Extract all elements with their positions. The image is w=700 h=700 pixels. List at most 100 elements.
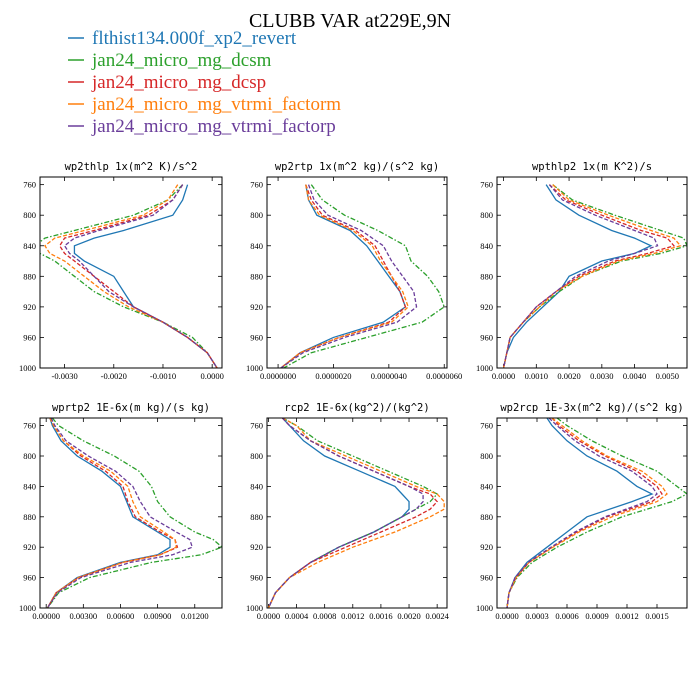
series-line-2 — [506, 418, 687, 608]
x-tick-label: 0.0010 — [525, 371, 548, 381]
y-tick-label: 800 — [23, 210, 36, 220]
x-tick-label: 0.0000 — [495, 611, 518, 621]
x-tick-label: 0.0015 — [645, 611, 668, 621]
y-tick-label: 880 — [250, 271, 263, 281]
x-tick-label: 0.00300 — [70, 611, 98, 621]
x-tick-label: 0.0009 — [585, 611, 608, 621]
series-line-2 — [40, 184, 218, 368]
y-tick-label: 1000 — [19, 603, 36, 613]
x-tick-label: 0.0000 — [257, 611, 280, 621]
series-line-1 — [502, 184, 653, 368]
y-tick-label: 840 — [23, 241, 36, 251]
series-line-4 — [46, 418, 177, 608]
x-tick-label: 0.0000040 — [371, 371, 407, 381]
panel: rcp2 1E-6x(kg^2)/(kg^2) 760 800 840 880 920 96… — [246, 402, 450, 621]
series-line-3 — [502, 184, 676, 368]
panel-frame — [496, 176, 688, 369]
series-line-3 — [58, 184, 218, 368]
x-tick-label: 0.0000020 — [315, 371, 351, 381]
panel-title: wpthlp2 1x(m K^2)/s — [532, 161, 652, 173]
series-line-3 — [506, 418, 663, 608]
panel: wp2rcp 1E-3x(m^2 kg)/(s^2 kg) 760 800 840 88… — [476, 402, 688, 621]
y-tick-label: 840 — [23, 481, 36, 491]
series-line-3 — [280, 184, 407, 368]
series-line-5 — [502, 184, 659, 368]
x-tick-label: 0.00000 — [32, 611, 60, 621]
x-tick-label: -0.0020 — [101, 371, 127, 381]
panel-title: rcp2 1E-6x(kg^2)/(kg^2) — [284, 402, 429, 414]
y-tick-label: 760 — [480, 180, 493, 190]
x-tick-label: -0.0010 — [150, 371, 176, 381]
panel: wprtp2 1E-6x(m kg)/(s kg) 760 800 840 880 920… — [19, 402, 223, 621]
legend-entry: jan24_micro_mg_vtrmi_factorp — [68, 116, 336, 137]
x-tick-label: 0.0020 — [557, 371, 580, 381]
x-tick-label: 0.0000060 — [426, 371, 462, 381]
y-tick-label: 840 — [480, 241, 493, 251]
y-tick-label: 880 — [480, 512, 493, 522]
x-tick-label: 0.0003 — [525, 611, 548, 621]
series-line-2 — [267, 418, 439, 608]
legend-entry: flthist134.000f_xp2_revert — [68, 28, 297, 49]
panel-title: wp2rtp 1x(m^2 kg)/(s^2 kg) — [275, 161, 439, 173]
legend-label: jan24_micro_mg_dcsm — [91, 50, 272, 71]
panel-title: wprtp2 1E-6x(m kg)/(s kg) — [52, 402, 210, 414]
panel-title: wp2rcp 1E-3x(m^2 kg)/(s^2 kg) — [500, 402, 683, 414]
y-tick-label: 760 — [480, 421, 493, 431]
legend-label: jan24_micro_mg_vtrmi_factorp — [91, 116, 336, 137]
y-tick-label: 800 — [250, 451, 263, 461]
series-line-5 — [267, 418, 424, 608]
y-tick-label: 800 — [23, 451, 36, 461]
panel-frame — [39, 176, 223, 369]
y-tick-label: 960 — [250, 332, 263, 342]
series-line-4 — [44, 184, 218, 368]
x-tick-label: 0.0000 — [492, 371, 515, 381]
y-tick-label: 960 — [480, 332, 493, 342]
series-line-1 — [506, 418, 654, 608]
x-tick-label: 0.01200 — [181, 611, 209, 621]
x-tick-label: 0.0020 — [397, 611, 420, 621]
y-tick-label: 960 — [480, 573, 493, 583]
x-tick-label: 0.0050 — [656, 371, 679, 381]
y-tick-label: 920 — [23, 302, 36, 312]
panel-frame — [266, 176, 448, 369]
panel: wpthlp2 1x(m K^2)/s 760 800 840 880 920 960 100… — [476, 161, 688, 381]
y-tick-label: 880 — [250, 512, 263, 522]
series-line-5 — [46, 418, 194, 608]
y-tick-label: 1000 — [246, 363, 263, 373]
y-tick-label: 960 — [250, 573, 263, 583]
series-line-3 — [267, 418, 439, 608]
y-tick-label: 920 — [480, 302, 493, 312]
y-tick-label: 1000 — [19, 363, 36, 373]
panels: wp2thlp 1x(m^2 K)/s^2 760 800 840 880 920 960 1… — [19, 161, 688, 621]
legend-entry: jan24_micro_mg_vtrmi_factorm — [68, 94, 341, 115]
legend-entry: jan24_micro_mg_dcsp — [68, 72, 266, 93]
legend: flthist134.000f_xp2_revertjan24_micro_mg… — [68, 28, 341, 137]
y-tick-label: 960 — [23, 573, 36, 583]
y-tick-label: 760 — [23, 421, 36, 431]
y-tick-label: 880 — [480, 271, 493, 281]
x-tick-label: 0.0030 — [590, 371, 613, 381]
x-tick-label: 0.0016 — [369, 611, 392, 621]
series-line-3 — [46, 418, 179, 608]
legend-entry: jan24_micro_mg_dcsm — [68, 50, 272, 71]
series-line-4 — [267, 418, 445, 608]
y-tick-label: 800 — [480, 451, 493, 461]
x-tick-label: 0.0012 — [615, 611, 638, 621]
x-tick-label: 0.00600 — [107, 611, 135, 621]
legend-label: flthist134.000f_xp2_revert — [92, 28, 297, 49]
y-tick-label: 760 — [250, 421, 263, 431]
legend-label: jan24_micro_mg_vtrmi_factorm — [91, 94, 341, 115]
y-tick-label: 1000 — [476, 603, 493, 613]
y-tick-label: 840 — [480, 481, 493, 491]
series-line-5 — [63, 184, 218, 368]
y-tick-label: 920 — [250, 542, 263, 552]
series-line-2 — [283, 184, 446, 368]
legend-label: jan24_micro_mg_dcsp — [91, 72, 266, 93]
x-tick-label: 0.0006 — [555, 611, 578, 621]
y-tick-label: 960 — [23, 332, 36, 342]
x-tick-label: 0.0012 — [341, 611, 364, 621]
x-tick-label: 0.00900 — [144, 611, 172, 621]
panel: wp2rtp 1x(m^2 kg)/(s^2 kg) 760 800 840 880 92… — [246, 161, 462, 381]
x-tick-label: 0.0040 — [623, 371, 646, 381]
